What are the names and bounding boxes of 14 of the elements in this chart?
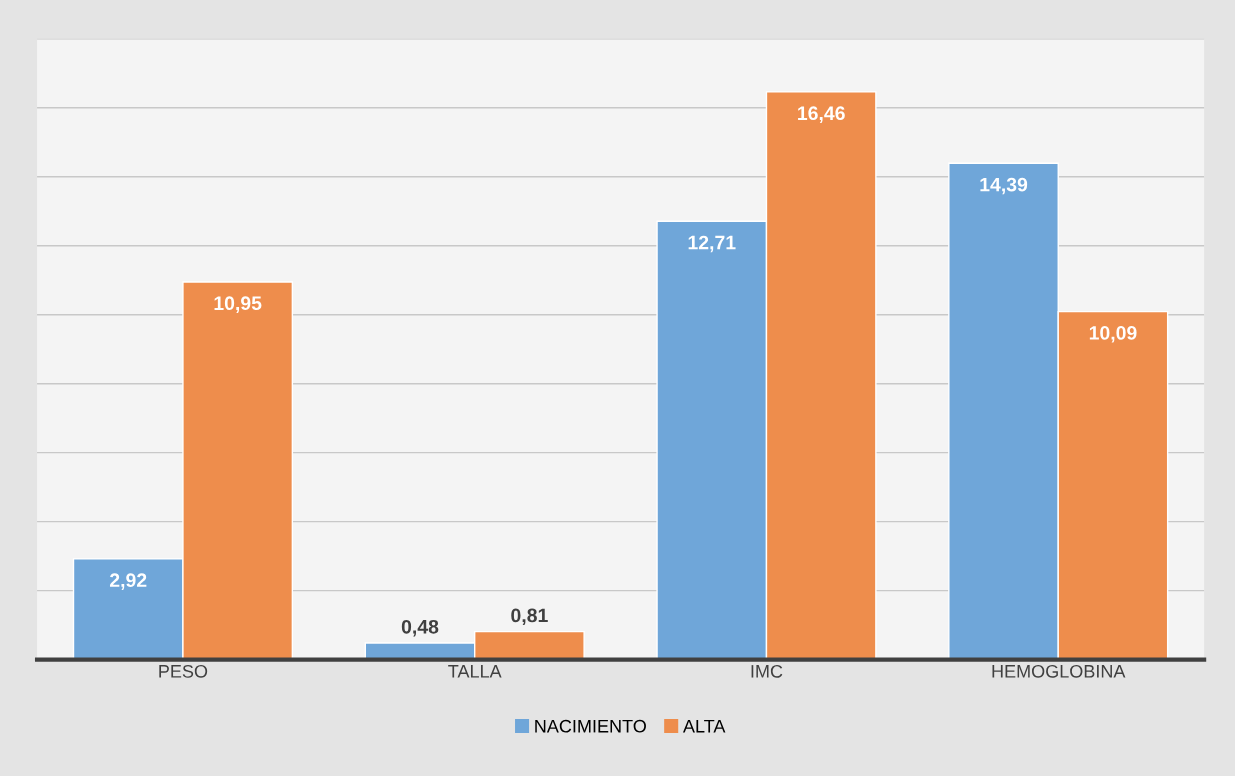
data-label: 2,92: [109, 573, 147, 590]
legend-label: NACIMIENTO: [535, 719, 646, 733]
data-label: 12,71: [688, 235, 736, 253]
data-label: 10,95: [214, 296, 262, 313]
data-label: 0,81: [511, 608, 548, 626]
legend-label: ALTA: [682, 719, 726, 733]
x-tick-label: HEMOGLOBINA: [992, 664, 1126, 678]
data-label: 0,48: [401, 619, 439, 637]
x-tick-label: TALLA: [448, 665, 502, 678]
x-tick-label: IMC: [751, 664, 783, 678]
data-label: 10,09: [1089, 326, 1137, 343]
data-label: 14,39: [980, 177, 1028, 195]
x-tick-label: PESO: [159, 664, 208, 678]
data-label: 16,46: [798, 106, 845, 123]
